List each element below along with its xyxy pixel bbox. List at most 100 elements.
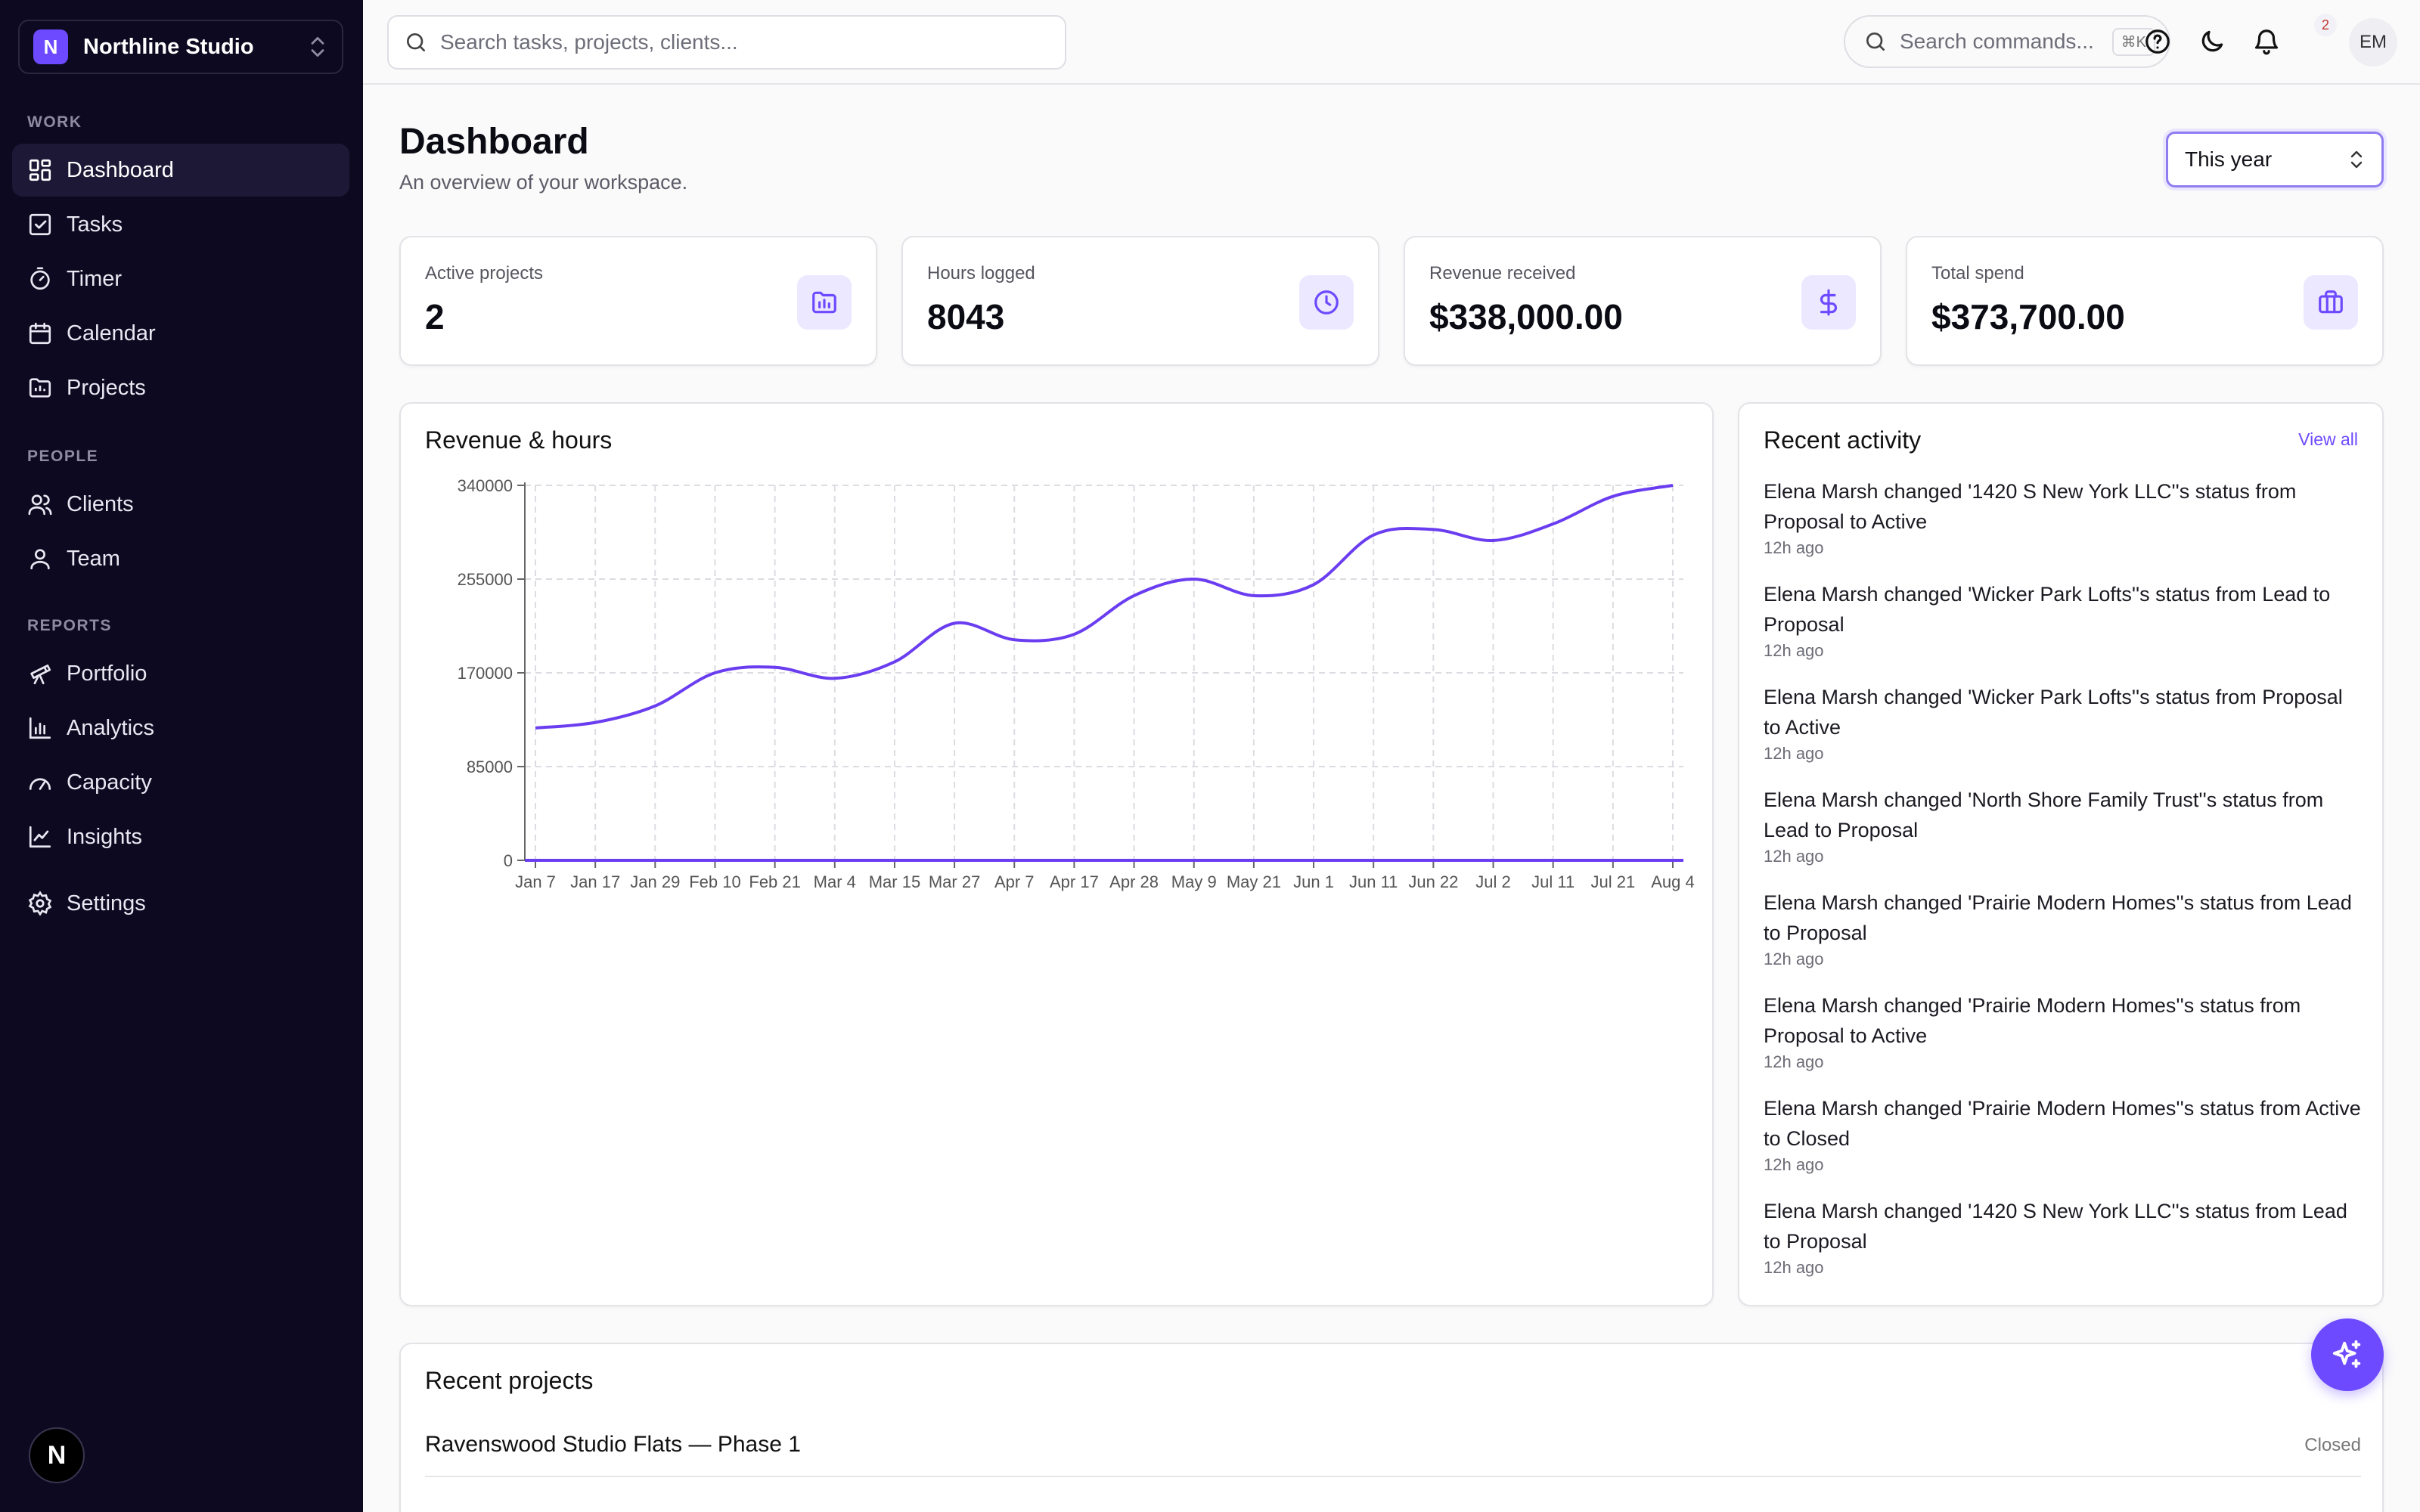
list-item: Elena Marsh changed 'North Shore Family … [1764, 785, 2361, 866]
sidebar-item-label: Team [67, 546, 120, 571]
telescope-icon [30, 665, 51, 685]
date-range-select[interactable]: This year [2166, 132, 2384, 187]
stat-label: Total spend [1931, 263, 2024, 284]
shortcut-hint: ⌘K [2111, 27, 2155, 56]
ai-assistant-button[interactable] [2311, 1318, 2384, 1391]
view-all-link[interactable]: View all [2298, 429, 2358, 449]
stat-card-active-projects: Active projects 2 [399, 236, 877, 366]
sidebar-item-label: Capacity [67, 770, 152, 795]
x-tick-label: Jan 7 [515, 872, 556, 891]
stat-label: Active projects [425, 263, 544, 284]
stat-card-total-spend: Total spend $373,700.00 [1906, 236, 2384, 366]
x-tick-label: Jul 2 [1475, 872, 1510, 891]
sidebar-item-tasks[interactable]: Tasks [12, 198, 349, 251]
sidebar-item-portfolio[interactable]: Portfolio [12, 647, 349, 700]
activity-time: 12h ago [1764, 1258, 1824, 1277]
x-tick-label: Apr 28 [1109, 872, 1159, 891]
activity-text: Elena Marsh changed 'North Shore Family … [1764, 789, 2324, 841]
stat-value: $373,700.00 [1931, 297, 2125, 336]
search-input[interactable] [440, 30, 1065, 54]
moon-icon[interactable] [2198, 27, 2226, 56]
notification-count: 2 [2314, 14, 2337, 36]
sidebar-item-label: Insights [67, 824, 142, 849]
project-status: Closed [2304, 1435, 2361, 1455]
list-item: Elena Marsh changed 'Prairie Modern Home… [1764, 990, 2361, 1072]
page-subtitle: An overview of your workspace. [399, 171, 688, 194]
sidebar-item-settings[interactable]: Settings [12, 877, 349, 930]
stat-label: Revenue received [1429, 263, 1576, 284]
x-tick-label: Mar 27 [929, 872, 980, 891]
sidebar-item-projects[interactable]: Projects [12, 361, 349, 414]
chevron-updown-icon [2350, 150, 2363, 169]
folder-chart-icon [797, 275, 852, 330]
y-tick-label: 255000 [458, 570, 513, 589]
workspace-name: Northline Studio [83, 34, 254, 59]
activity-text: Elena Marsh changed '1420 S New York LLC… [1764, 480, 2297, 533]
activity-time: 12h ago [1764, 1155, 1824, 1174]
stopwatch-icon [30, 267, 50, 290]
nav-section-work: WORK [27, 113, 82, 131]
y-tick-label: 85000 [467, 758, 513, 776]
sidebar-item-calendar[interactable]: Calendar [12, 307, 349, 360]
sidebar-item-insights[interactable]: Insights [12, 810, 349, 863]
stat-value: $338,000.00 [1429, 297, 1623, 336]
folder-icon [29, 378, 51, 398]
nav-section-people: PEOPLE [27, 448, 99, 465]
stat-label: Hours logged [927, 263, 1035, 284]
sidebar-item-label: Dashboard [67, 157, 174, 182]
y-tick-label: 170000 [458, 664, 513, 683]
x-tick-label: Jan 29 [630, 872, 680, 891]
projects-title: Recent projects [425, 1367, 594, 1394]
workspace-logo: N [33, 29, 68, 64]
activity-time: 12h ago [1764, 950, 1824, 968]
calendar-icon [29, 322, 51, 345]
command-input[interactable] [1900, 29, 2112, 54]
activity-time: 12h ago [1764, 641, 1824, 660]
sidebar-item-label: Tasks [67, 212, 123, 237]
x-tick-label: Feb 10 [689, 872, 741, 891]
global-search[interactable] [387, 15, 1066, 70]
bell-icon[interactable] [2252, 27, 2281, 56]
x-tick-label: Jan 17 [570, 872, 620, 891]
activity-text: Elena Marsh changed 'Wicker Park Lofts''… [1764, 686, 2343, 739]
sidebar-item-timer[interactable]: Timer [12, 253, 349, 305]
x-tick-label: Jun 1 [1293, 872, 1334, 891]
clock-icon [1299, 275, 1354, 330]
x-tick-label: May 21 [1227, 872, 1281, 891]
bar-chart-icon [29, 717, 51, 739]
list-item: Elena Marsh changed 'Prairie Modern Home… [1764, 1093, 2361, 1175]
activity-time: 12h ago [1764, 538, 1824, 557]
workspace-switcher[interactable]: N Northline Studio [18, 20, 343, 74]
framework-badge[interactable]: N [29, 1427, 85, 1483]
sidebar-item-label: Timer [67, 266, 123, 291]
sidebar-item-clients[interactable]: Clients [12, 478, 349, 531]
sidebar: N Northline Studio WORK Dashboard Tasks … [0, 0, 363, 1512]
list-item: Elena Marsh changed '1420 S New York LLC… [1764, 1196, 2361, 1278]
sidebar-item-team[interactable]: Team [12, 532, 349, 585]
activity-time: 12h ago [1764, 744, 1824, 763]
sidebar-item-label: Projects [67, 375, 146, 400]
y-tick-label: 340000 [458, 476, 513, 495]
table-row[interactable]: Ravenswood Studio Flats — Phase 1 Closed [425, 1424, 2361, 1477]
chart-card-title: Revenue & hours [425, 426, 613, 454]
gear-icon [28, 891, 52, 916]
sidebar-item-analytics[interactable]: Analytics [12, 702, 349, 754]
x-tick-label: Aug 4 [1651, 872, 1695, 891]
dollar-icon [1801, 275, 1856, 330]
sidebar-item-label: Analytics [67, 715, 155, 740]
x-tick-label: Mar 15 [869, 872, 920, 891]
command-search[interactable]: ⌘K [1844, 15, 2170, 68]
x-tick-label: Jul 21 [1590, 872, 1635, 891]
sidebar-item-label: Calendar [67, 321, 156, 345]
user-avatar[interactable]: EM [2349, 18, 2397, 67]
gauge-icon [29, 778, 51, 790]
x-tick-label: May 9 [1171, 872, 1217, 891]
help-icon[interactable] [2143, 27, 2172, 56]
y-tick-label: 0 [504, 851, 513, 870]
revenue-hours-chart: 0 85000 170000 255000 340000 Jan 7 Jan 17 Jan … [458, 476, 1695, 891]
sidebar-item-dashboard[interactable]: Dashboard [12, 144, 349, 197]
x-tick-label: Apr 7 [994, 872, 1035, 891]
sidebar-item-capacity[interactable]: Capacity [12, 756, 349, 809]
sidebar-item-label: Settings [67, 891, 146, 916]
chart-line-series [535, 484, 1674, 730]
